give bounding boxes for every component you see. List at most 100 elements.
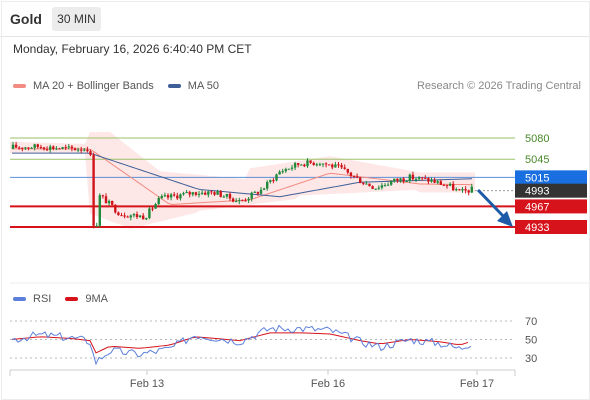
header-divider xyxy=(0,36,590,37)
candle-body-8 xyxy=(36,144,39,148)
rsi-tick-50: 50 xyxy=(525,335,537,347)
candle-body-46 xyxy=(154,204,157,209)
candle-body-105 xyxy=(337,164,340,166)
candle-body-115 xyxy=(368,183,371,187)
candle-body-136 xyxy=(433,179,436,183)
legend-9ma-swatch xyxy=(65,297,79,301)
candle-body-40 xyxy=(135,214,139,218)
candle-body-51 xyxy=(169,194,173,198)
candle-body-22 xyxy=(80,149,83,151)
candle-body-50 xyxy=(166,195,170,198)
candle-body-102 xyxy=(328,164,331,166)
candle-body-69 xyxy=(225,193,229,197)
candle-body-140 xyxy=(445,185,449,187)
price-level-label-5045: 5045 xyxy=(525,154,549,166)
candle-body-4 xyxy=(24,147,27,149)
candle-body-79 xyxy=(256,191,260,194)
rsi-tick-30: 30 xyxy=(525,353,537,365)
instrument-title: Gold xyxy=(10,11,42,27)
candle-body-100 xyxy=(321,163,325,165)
candle-body-65 xyxy=(213,192,216,195)
candle-body-63 xyxy=(207,191,210,195)
candle-body-80 xyxy=(259,189,263,194)
candle-body-57 xyxy=(188,191,191,195)
candle-body-84 xyxy=(272,180,275,182)
timeframe-badge[interactable]: 30 MIN xyxy=(52,7,101,31)
x-tick-label-1: Feb 16 xyxy=(311,378,345,390)
price-level-label-5015: 5015 xyxy=(525,172,549,184)
candle-body-26 xyxy=(92,154,95,226)
candle-body-21 xyxy=(76,149,80,151)
candle-body-133 xyxy=(424,177,427,179)
candle-body-120 xyxy=(383,185,387,187)
candle-body-29 xyxy=(101,195,105,197)
candle-body-71 xyxy=(231,198,235,202)
legend-ma20: MA 20 + Bollinger Bands xyxy=(13,80,154,92)
candle-body-87 xyxy=(281,171,284,173)
candle-body-130 xyxy=(414,178,418,180)
candle-body-134 xyxy=(427,178,430,182)
candle-body-104 xyxy=(334,164,337,168)
candle-body-54 xyxy=(179,194,182,199)
candle-body-110 xyxy=(352,175,356,177)
candle-body-128 xyxy=(408,174,411,181)
candle-body-73 xyxy=(238,200,241,202)
candle-body-72 xyxy=(235,201,238,203)
candle-body-106 xyxy=(340,165,343,168)
candle-body-70 xyxy=(228,193,232,199)
rsi-legend: RSI 9MA xyxy=(13,293,122,305)
candle-body-48 xyxy=(160,196,163,199)
candle-body-64 xyxy=(210,191,213,193)
candle-body-101 xyxy=(324,163,328,165)
candle-body-10 xyxy=(42,147,46,150)
candle-body-147 xyxy=(467,190,470,193)
candle-body-28 xyxy=(98,195,101,226)
candle-body-30 xyxy=(104,196,108,204)
candle-body-49 xyxy=(163,195,167,197)
candle-body-89 xyxy=(287,168,291,170)
legend-9ma-label: 9MA xyxy=(85,293,108,305)
candle-body-32 xyxy=(111,200,114,205)
forecast-arrow-shaft xyxy=(476,188,508,221)
candle-body-9 xyxy=(39,147,43,149)
timestamp: Monday, February 16, 2026 6:40:40 PM CET xyxy=(13,42,252,56)
candle-body-146 xyxy=(464,189,467,191)
candle-body-142 xyxy=(452,183,455,191)
candle-body-1 xyxy=(14,144,18,148)
candle-body-144 xyxy=(458,189,461,191)
candle-body-59 xyxy=(194,192,198,195)
candle-body-13 xyxy=(52,146,55,149)
candle-body-0 xyxy=(11,144,15,149)
candle-body-17 xyxy=(64,147,67,149)
candle-body-60 xyxy=(197,193,201,195)
candle-body-37 xyxy=(126,216,129,218)
candle-body-91 xyxy=(293,163,297,168)
candle-body-34 xyxy=(117,212,120,216)
price-legend: MA 20 + Bollinger Bands MA 50 xyxy=(13,80,233,92)
candle-body-98 xyxy=(315,164,318,166)
candle-body-62 xyxy=(204,192,207,195)
candle-body-18 xyxy=(67,146,70,148)
candle-body-116 xyxy=(371,186,374,189)
candle-body-2 xyxy=(18,147,21,149)
candle-body-112 xyxy=(359,177,362,184)
candle-body-92 xyxy=(297,163,300,165)
candle-body-66 xyxy=(216,191,219,195)
candle-body-124 xyxy=(396,178,399,181)
candle-body-78 xyxy=(253,191,256,193)
rsi-line xyxy=(11,324,472,366)
candle-body-61 xyxy=(200,192,204,194)
candle-body-95 xyxy=(306,160,309,167)
candle-body-97 xyxy=(312,162,315,165)
candle-body-132 xyxy=(421,177,424,179)
candle-body-15 xyxy=(58,148,61,150)
candle-body-114 xyxy=(365,183,368,185)
candle-body-67 xyxy=(219,191,222,197)
candle-body-94 xyxy=(303,164,306,167)
price-level-tag-4967 xyxy=(515,199,587,214)
bollinger-band-fill xyxy=(10,131,475,229)
legend-ma50: MA 50 xyxy=(167,80,219,92)
candle-body-139 xyxy=(442,184,446,186)
candle-body-16 xyxy=(61,147,64,149)
candle-body-82 xyxy=(266,181,269,189)
